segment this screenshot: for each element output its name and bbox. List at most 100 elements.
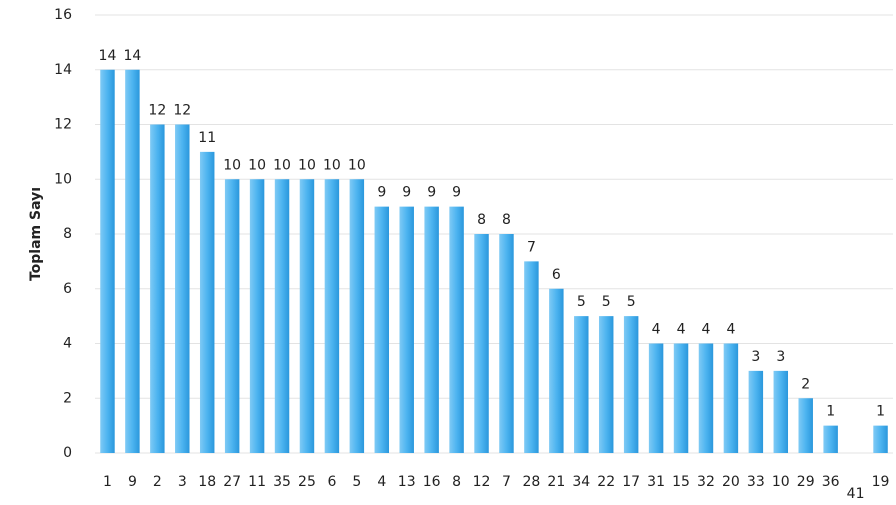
- data-label: 5: [627, 294, 636, 310]
- data-label: 11: [198, 130, 216, 146]
- bar: [723, 343, 739, 453]
- bar: [698, 343, 714, 453]
- data-label: 10: [298, 157, 316, 173]
- x-tick-label: 41: [847, 486, 865, 502]
- bar: [299, 179, 315, 453]
- y-tick-label: 14: [54, 62, 72, 78]
- y-tick-label: 12: [54, 117, 72, 133]
- x-tick-label: 4: [377, 474, 386, 490]
- y-axis-title: Toplam Sayı: [28, 187, 44, 281]
- x-tick-label: 33: [747, 474, 765, 490]
- data-label: 9: [402, 185, 411, 201]
- x-tick-label: 8: [452, 474, 461, 490]
- x-tick-label: 1: [103, 474, 112, 490]
- bar: [199, 151, 215, 453]
- bar: [499, 234, 514, 453]
- data-label: 1: [876, 404, 885, 420]
- data-label: 5: [577, 294, 586, 310]
- x-tick-label: 25: [298, 474, 316, 490]
- data-label: 4: [652, 322, 661, 338]
- bar: [673, 343, 689, 453]
- x-tick-label: 9: [128, 474, 137, 490]
- data-label: 10: [248, 157, 266, 173]
- data-label: 12: [173, 103, 191, 119]
- bar: [748, 370, 764, 453]
- y-tick-label: 0: [63, 445, 72, 461]
- x-tick-label: 36: [822, 474, 840, 490]
- x-tick-label: 7: [502, 474, 511, 490]
- data-label: 1: [826, 404, 835, 420]
- data-label: 8: [477, 212, 486, 228]
- bar: [598, 316, 614, 453]
- data-label: 10: [323, 157, 341, 173]
- x-tick-label: 32: [697, 474, 715, 490]
- bar: [249, 179, 265, 453]
- x-tick-label: 3: [178, 474, 187, 490]
- bar: [125, 69, 140, 453]
- data-label: 7: [527, 239, 536, 255]
- x-tick-label: 27: [223, 474, 241, 490]
- data-label: 4: [702, 322, 711, 338]
- bar: [773, 370, 789, 453]
- data-label: 10: [273, 157, 291, 173]
- x-tick-label: 21: [547, 474, 565, 490]
- data-label: 2: [801, 376, 810, 392]
- x-tick-label: 13: [398, 474, 416, 490]
- y-tick-label: 8: [63, 226, 72, 242]
- bar: [873, 425, 888, 453]
- data-label: 6: [552, 267, 561, 283]
- y-tick-label: 2: [63, 390, 72, 406]
- bar: [150, 124, 165, 453]
- data-label: 14: [123, 48, 141, 64]
- x-tick-label: 10: [772, 474, 790, 490]
- data-label: 5: [602, 294, 611, 310]
- bar: [648, 343, 664, 453]
- bar: [349, 179, 365, 453]
- x-tick-label: 19: [872, 474, 890, 490]
- bar: [175, 124, 190, 453]
- bar: [224, 179, 240, 453]
- x-tick-label: 20: [722, 474, 740, 490]
- data-label: 9: [427, 185, 436, 201]
- x-tick-label: 31: [647, 474, 665, 490]
- x-tick-label: 17: [622, 474, 640, 490]
- x-tick-label: 22: [597, 474, 615, 490]
- bar: [623, 316, 639, 453]
- x-tick-label: 5: [352, 474, 361, 490]
- bar: [798, 398, 813, 453]
- data-label: 9: [452, 185, 461, 201]
- bar: [549, 288, 564, 453]
- y-tick-label: 4: [63, 336, 72, 352]
- bar: [574, 316, 589, 453]
- data-label: 3: [776, 349, 785, 365]
- data-label: 10: [223, 157, 241, 173]
- x-tick-label: 18: [198, 474, 216, 490]
- x-tick-label: 28: [522, 474, 540, 490]
- x-tick-label: 6: [327, 474, 336, 490]
- data-label: 4: [726, 322, 735, 338]
- bar: [823, 425, 838, 453]
- data-label: 8: [502, 212, 511, 228]
- bar: [274, 179, 290, 453]
- y-tick-label: 16: [54, 7, 72, 23]
- y-tick-label: 6: [63, 281, 72, 297]
- bar: [449, 206, 464, 453]
- x-tick-label: 15: [672, 474, 690, 490]
- data-label: 3: [751, 349, 760, 365]
- x-tick-label: 12: [473, 474, 491, 490]
- bar: [374, 206, 390, 453]
- bar: [100, 69, 115, 453]
- bar: [524, 261, 539, 453]
- x-tick-label: 2: [153, 474, 162, 490]
- x-tick-label: 16: [423, 474, 441, 490]
- x-tick-label: 35: [273, 474, 291, 490]
- data-label: 14: [99, 48, 117, 64]
- data-label: 12: [148, 103, 166, 119]
- data-label: 4: [677, 322, 686, 338]
- bar: [474, 234, 489, 453]
- bar: [399, 206, 414, 453]
- bar: [324, 179, 340, 453]
- x-tick-label: 11: [248, 474, 266, 490]
- data-label: 10: [348, 157, 366, 173]
